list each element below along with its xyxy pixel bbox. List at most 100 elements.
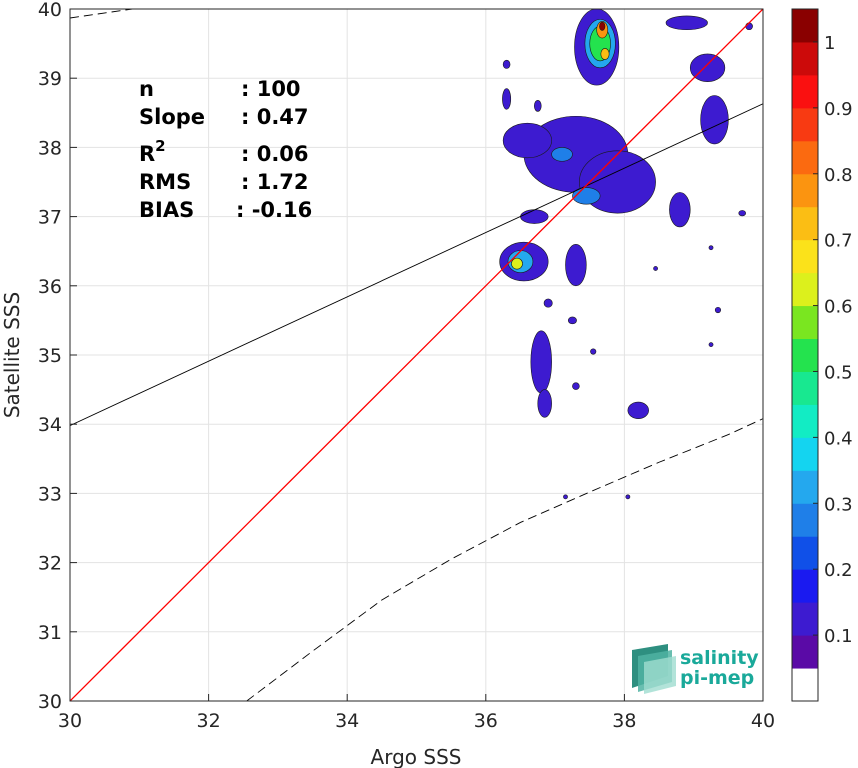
- colorbar-frame: [791, 8, 819, 702]
- stat-superscript: 2: [155, 137, 165, 155]
- y-axis-ticks: 30 31 32 33 34 35 36 37 38 39 40: [38, 0, 77, 713]
- regression-line: [70, 103, 763, 426]
- y-axis-label: Satellite SSS: [0, 292, 24, 418]
- x-axis-ticks: 30 32 34 36 38 40: [58, 694, 775, 732]
- density-contour: [565, 243, 587, 287]
- wave-logo-icon: [632, 644, 676, 694]
- colorbar-segment: [792, 371, 818, 405]
- x-tick-label: 40: [751, 710, 775, 732]
- density-contour: [627, 401, 649, 419]
- colorbar-segment: [792, 338, 818, 372]
- colorbar-tick-label: 0.4: [824, 428, 853, 449]
- colorbar-segment: [792, 437, 818, 471]
- colorbar-segment: [792, 140, 818, 175]
- density-contour: [511, 257, 523, 270]
- y-tick-label: 32: [38, 553, 62, 575]
- density-contour: [600, 48, 610, 60]
- density-contour: [714, 306, 722, 314]
- stat-value: : 0.06: [241, 142, 309, 166]
- upper-envelope-line: [70, 9, 133, 19]
- colorbar-tick-label: 0.6: [824, 297, 853, 318]
- x-tick-label: 36: [474, 710, 498, 732]
- density-contour: [502, 88, 512, 110]
- density-contour: [502, 59, 511, 69]
- colorbar-segment: [792, 206, 818, 241]
- y-tick-label: 30: [38, 691, 62, 713]
- density-contour: [502, 122, 552, 159]
- y-tick-label: 39: [38, 68, 62, 90]
- y-tick-label: 33: [38, 483, 62, 505]
- colorbar-segment: [792, 569, 818, 603]
- stat-label: BIAS: [139, 198, 194, 222]
- salinity-pimep-logo: salinity pi-mep: [632, 644, 759, 694]
- y-tick-label: 37: [38, 207, 62, 229]
- colorbar-segment: [792, 503, 818, 537]
- y-tick-label: 36: [38, 276, 62, 298]
- colorbar-segment: [792, 635, 818, 669]
- y-tick-label: 40: [38, 0, 62, 21]
- stat-value: : -0.16: [236, 198, 312, 222]
- x-tick-label: 32: [197, 710, 221, 732]
- x-axis-label: Argo SSS: [371, 745, 462, 768]
- stat-value: : 1.72: [241, 170, 309, 194]
- colorbar-segment: [792, 107, 818, 142]
- stat-label: RMS: [139, 170, 191, 194]
- colorbar-tick-label: 0.9: [824, 99, 853, 120]
- density-contour: [745, 22, 753, 31]
- colorbar-tick-label: 0.1: [824, 626, 853, 647]
- colorbar-segment: [792, 404, 818, 438]
- y-tick-label: 34: [38, 414, 62, 436]
- x-tick-label: 30: [58, 710, 82, 732]
- colorbar-tick-label: 0.7: [824, 231, 853, 252]
- colorbar-segment: [792, 602, 818, 636]
- density-contour: [590, 348, 597, 355]
- colorbar-segment: [792, 305, 818, 340]
- grid: [69, 8, 764, 702]
- colorbar-segment: [792, 239, 818, 274]
- density-contour: [543, 298, 553, 308]
- density-contour: [708, 342, 714, 347]
- colorbar-segment: [792, 173, 818, 208]
- y-tick-label: 31: [38, 622, 62, 644]
- stat-value: : 100: [241, 77, 301, 101]
- density-contour: [599, 21, 606, 31]
- colorbar-segment: [792, 470, 818, 504]
- colorbar-segment: [792, 272, 818, 307]
- density-contour: [708, 245, 714, 251]
- stat-label: Slope: [139, 105, 205, 129]
- colorbar-tick-label: 1: [824, 33, 835, 54]
- density-contour: [700, 95, 729, 145]
- density-contour: [530, 330, 552, 394]
- one-to-one-line: [70, 9, 763, 701]
- fit-lines: [70, 9, 763, 701]
- density-contour: [572, 382, 580, 390]
- colorbar-segment: [792, 536, 818, 570]
- colorbar-segment: [792, 41, 818, 76]
- density-contour: [537, 389, 552, 418]
- density-contour: [567, 316, 577, 325]
- lower-envelope-line: [246, 418, 763, 701]
- density-contour: [689, 53, 726, 82]
- x-tick-label: 34: [335, 710, 359, 732]
- density-contour: [738, 210, 746, 217]
- density-contour: [669, 192, 691, 228]
- colorbar-tick-label: 0.2: [824, 560, 853, 581]
- y-tick-label: 35: [38, 345, 62, 367]
- colorbar-tick-label: 0.8: [824, 165, 853, 186]
- density-contour: [534, 100, 542, 112]
- colorbar-segment: [792, 74, 818, 109]
- y-tick-label: 38: [38, 137, 62, 159]
- colorbar-tick-label: 0.3: [824, 494, 853, 515]
- colorbar-tick-label: 0.5: [824, 362, 853, 383]
- density-contour: [520, 209, 549, 224]
- colorbar: 0.1 0.2 0.3 0.4 0.5 0.6 0.7 0.8 0.9 1: [791, 8, 853, 702]
- density-contour: [563, 494, 568, 500]
- stat-label: n: [139, 77, 154, 101]
- density-contours: [499, 9, 753, 500]
- colorbar-segment: [792, 668, 818, 702]
- density-contour: [665, 15, 708, 31]
- density-contour: [653, 266, 658, 271]
- x-tick-label: 38: [612, 710, 636, 732]
